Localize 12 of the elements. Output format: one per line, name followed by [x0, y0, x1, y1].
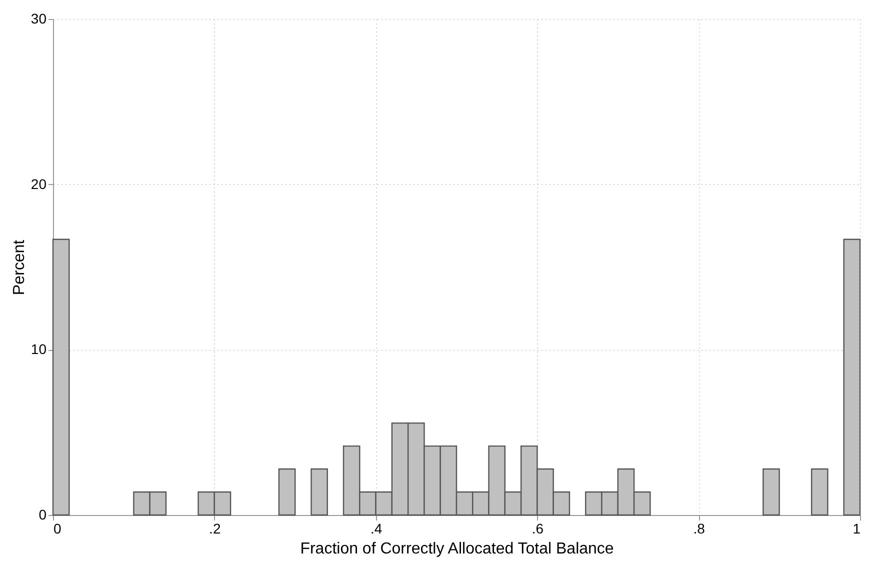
y-tick-label: 30	[30, 10, 47, 26]
x-tick-label: .6	[532, 520, 544, 536]
y-tick-label: 0	[38, 506, 47, 522]
x-tick-label: .4	[370, 520, 382, 536]
y-tick-label: 10	[30, 341, 47, 358]
x-tick-label: 1	[852, 520, 861, 536]
x-tick-label: .8	[693, 520, 706, 536]
x-tick-label: 0	[54, 520, 62, 536]
x-axis-title: Fraction of Correctly Allocated Total Balance	[300, 540, 614, 558]
y-axis-title: Percent	[10, 239, 28, 296]
x-tick-label: .2	[209, 520, 221, 536]
y-tick-label: 20	[30, 176, 47, 192]
